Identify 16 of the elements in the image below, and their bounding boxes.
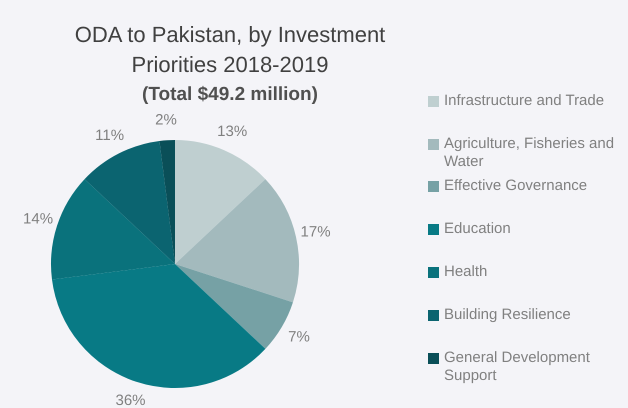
data-label: 11% — [95, 126, 124, 144]
legend-label: General Development Support — [444, 349, 591, 385]
legend-label: Building Resilience — [444, 306, 571, 324]
legend-label: Infrastructure and Trade — [444, 92, 604, 110]
data-label: 36% — [115, 392, 146, 408]
chart-subtitle: (Total $49.2 million) — [141, 83, 319, 107]
legend-label: Agriculture, Fisheries and Water — [444, 135, 616, 171]
data-label: 14% — [23, 210, 54, 228]
chart-title: ODA to Pakistan, by Investment Priorities 2018-2019 — [74, 21, 386, 79]
legend-label: Health — [444, 263, 488, 281]
data-label: 17% — [300, 224, 331, 241]
data-label: 7% — [288, 328, 310, 346]
data-label: 13% — [217, 122, 248, 140]
data-label: 2% — [155, 111, 177, 128]
legend-label: Effective Governance — [444, 177, 588, 195]
legend-label: Education — [444, 220, 511, 238]
